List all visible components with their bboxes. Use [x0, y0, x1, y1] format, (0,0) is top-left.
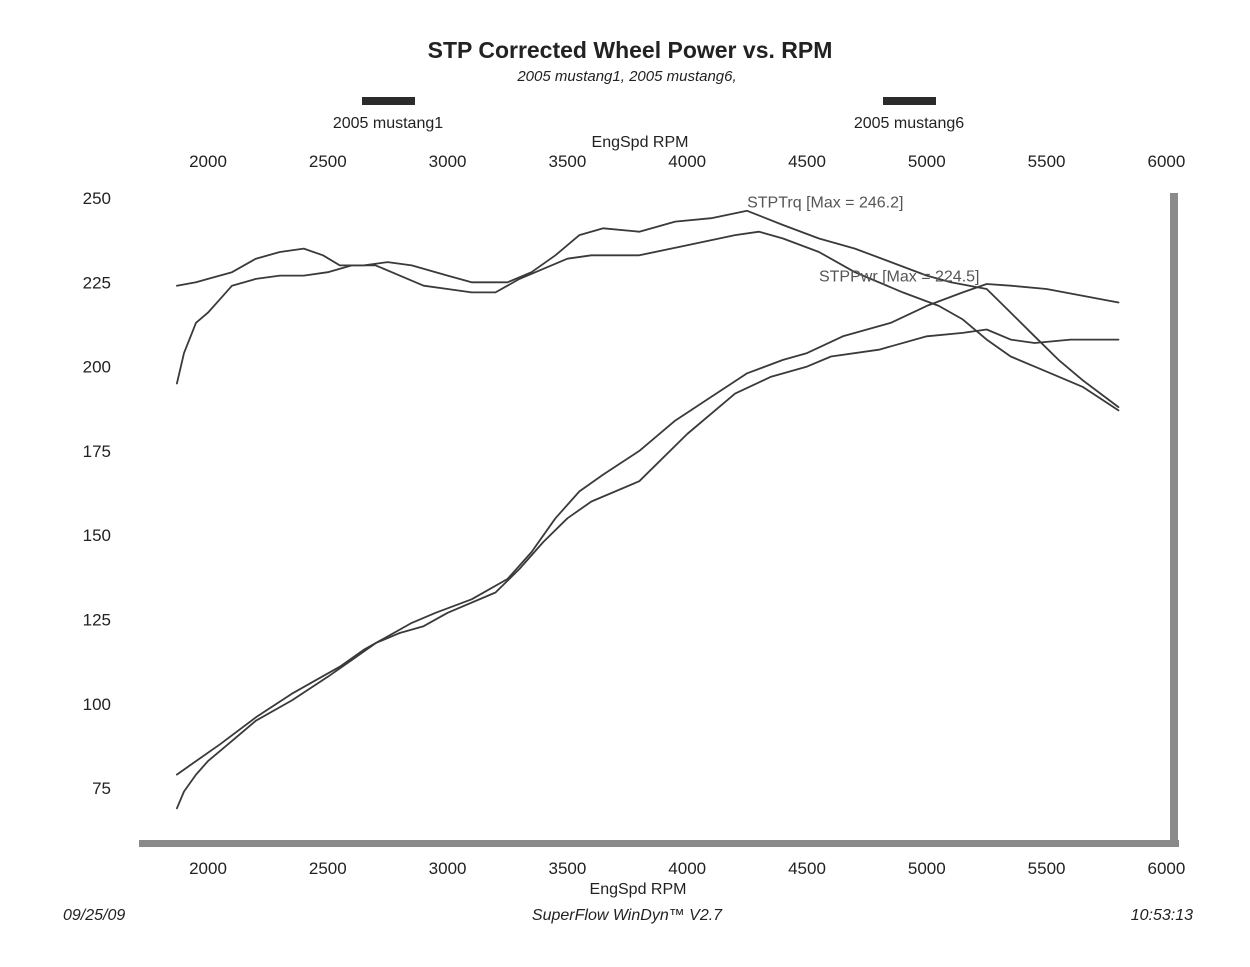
x-tick-label-top: 5000 [908, 152, 946, 171]
x-tick-label-top: 6000 [1147, 152, 1185, 171]
footer-time: 10:53:13 [1131, 907, 1193, 924]
curves [176, 209, 1120, 810]
x-tick-label-bottom: 3000 [429, 859, 467, 878]
y-tick-label: 100 [83, 695, 111, 714]
x-axis-label-top: EngSpd RPM [592, 134, 689, 151]
x-tick-label-bottom: 2500 [309, 859, 347, 878]
x-tick-label-top: 4000 [668, 152, 706, 171]
legend-label-mustang6: 2005 mustang6 [854, 115, 964, 132]
legend-swatch-mustang6 [883, 97, 936, 105]
x-axis-label-bottom: EngSpd RPM [590, 881, 687, 898]
x-ticks-bottom: 2000 2500 3000 3500 4000 4500 5000 5500 6000 [189, 859, 1185, 878]
x-tick-label-top: 3500 [548, 152, 586, 171]
chart-subtitle: 2005 mustang1, 2005 mustang6, [516, 68, 736, 85]
legend: 2005 mustang1 2005 mustang6 [333, 97, 964, 132]
chart-title: STP Corrected Wheel Power vs. RPM [428, 37, 833, 63]
legend-label-mustang1: 2005 mustang1 [333, 115, 443, 132]
x-tick-label-bottom: 5500 [1028, 859, 1066, 878]
y-tick-label: 250 [83, 189, 111, 208]
footer-software: SuperFlow WinDyn™ V2.7 [532, 907, 723, 924]
x-tick-label-bottom: 5000 [908, 859, 946, 878]
x-tick-label-bottom: 3500 [548, 859, 586, 878]
plot-frame [139, 193, 1179, 847]
series-line-stptrq-2005-mustang6 [176, 230, 1120, 412]
x-ticks-top: 2000 2500 3000 3500 4000 4500 5000 5500 6000 [189, 152, 1185, 171]
y-tick-label: 150 [83, 526, 111, 545]
right-axis-bar [1170, 193, 1178, 847]
x-axis-bar [139, 840, 1179, 847]
y-tick-label: 75 [92, 779, 111, 798]
y-tick-label: 200 [83, 358, 111, 377]
series-line-stppwr-2005-mustang1 [176, 328, 1120, 810]
x-tick-label-top: 2000 [189, 152, 227, 171]
x-tick-label-bottom: 2000 [189, 859, 227, 878]
footer-date: 09/25/09 [63, 907, 125, 924]
x-tick-label-top: 3000 [429, 152, 467, 171]
series-line-stptrq-2005-mustang1 [176, 209, 1120, 408]
annotations: STPTrq [Max = 246.2] STPPwr [Max = 224.5] [747, 194, 979, 285]
x-tick-label-bottom: 4500 [788, 859, 826, 878]
y-tick-label: 175 [83, 442, 111, 461]
y-tick-label: 125 [83, 611, 111, 630]
x-tick-label-bottom: 4000 [668, 859, 706, 878]
y-tick-label: 225 [83, 273, 111, 292]
series-line-stppwr-2005-mustang6 [176, 283, 1120, 776]
legend-swatch-mustang1 [362, 97, 415, 105]
x-tick-label-top: 4500 [788, 152, 826, 171]
y-ticks: 75 100 125 150 175 200 225 250 [83, 189, 111, 798]
x-tick-label-top: 2500 [309, 152, 347, 171]
x-tick-label-top: 5500 [1028, 152, 1066, 171]
x-tick-label-bottom: 6000 [1147, 859, 1185, 878]
annotation-label: STPTrq [Max = 246.2] [747, 194, 903, 211]
annotation-label: STPPwr [Max = 224.5] [819, 269, 980, 286]
